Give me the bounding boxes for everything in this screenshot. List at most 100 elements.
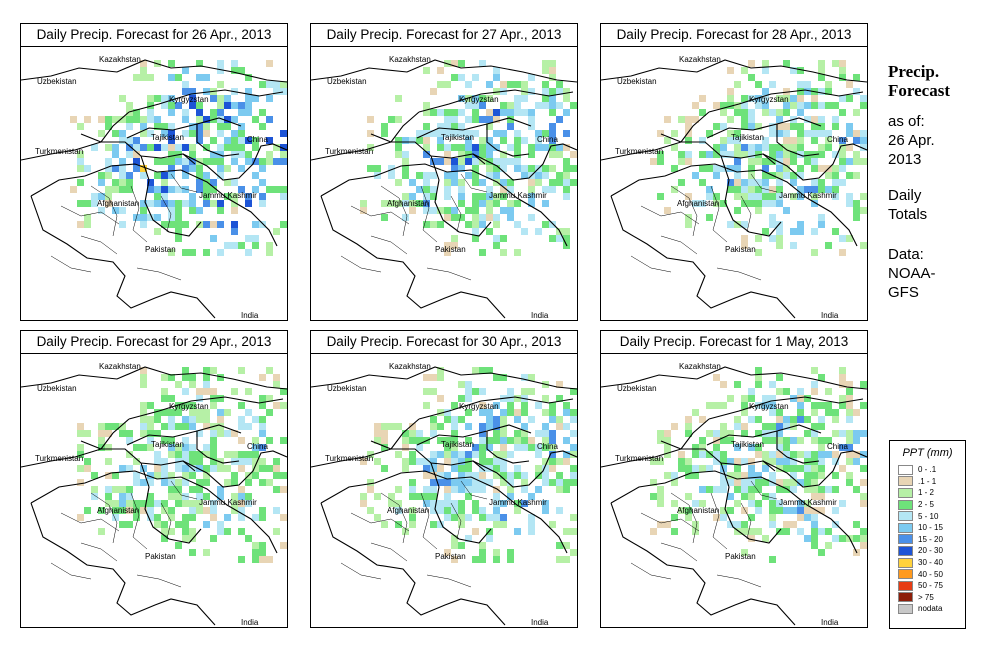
precip-cell (98, 507, 105, 514)
province-border (80, 542, 118, 562)
precip-cell (818, 402, 825, 409)
precip-cell (818, 123, 825, 130)
precip-cell (769, 200, 776, 207)
precip-cell (381, 123, 388, 130)
precip-cell (217, 486, 224, 493)
precip-cell (734, 151, 741, 158)
precip-cell (699, 109, 706, 116)
precip-cell (762, 493, 769, 500)
precip-cell (140, 465, 147, 472)
country-border (311, 59, 577, 83)
precip-cell (210, 402, 217, 409)
precip-cell (671, 423, 678, 430)
precip-cell (133, 514, 140, 521)
precip-cell (776, 374, 783, 381)
precip-cell (217, 521, 224, 528)
precip-cell (755, 249, 762, 256)
precip-cell (493, 493, 500, 500)
precip-cell (168, 109, 175, 116)
precip-cell (154, 458, 161, 465)
legend-row: 15 - 20 (898, 534, 965, 546)
legend-label: 2 - 5 (918, 500, 935, 510)
precip-cell (797, 123, 804, 130)
precip-cell (140, 130, 147, 137)
precip-cell (231, 493, 238, 500)
precip-cell (360, 200, 367, 207)
country-border (21, 59, 287, 83)
precip-cell (112, 151, 119, 158)
precip-cell (147, 130, 154, 137)
precip-cell (259, 507, 266, 514)
precip-cell (811, 388, 818, 395)
precip-cell (458, 514, 465, 521)
precip-cell (388, 172, 395, 179)
precip-cell (570, 179, 577, 186)
precip-cell (451, 60, 458, 67)
precip-cell (182, 437, 189, 444)
precip-cell (556, 486, 563, 493)
precip-cell (748, 172, 755, 179)
precip-cell (437, 465, 444, 472)
precip-cell (811, 430, 818, 437)
precip-cell (409, 507, 416, 514)
precip-cell (542, 430, 549, 437)
precip-cell (430, 465, 437, 472)
precip-cell (685, 123, 692, 130)
precip-cell (98, 130, 105, 137)
precip-cell (203, 479, 210, 486)
precip-cell (776, 423, 783, 430)
province-border (660, 235, 698, 255)
precip-cell (196, 500, 203, 507)
precip-cell (444, 444, 451, 451)
precip-cell (783, 507, 790, 514)
precip-cell (521, 437, 528, 444)
precip-cell (189, 514, 196, 521)
map-label-afghanistan: Afghanistan (97, 506, 139, 515)
precip-cell (402, 158, 409, 165)
precip-cell (507, 200, 514, 207)
precip-cell (734, 416, 741, 423)
precip-cell (692, 465, 699, 472)
precip-cell (161, 221, 168, 228)
precip-cell (671, 130, 678, 137)
precip-cell (280, 221, 287, 228)
precip-cell (217, 249, 224, 256)
precip-cell (444, 507, 451, 514)
precip-cell (451, 130, 458, 137)
precip-cell (727, 507, 734, 514)
precip-cell (755, 179, 762, 186)
precip-cell (762, 186, 769, 193)
map-label-china: China (247, 442, 268, 451)
precip-cell (549, 60, 556, 67)
precip-cell (203, 123, 210, 130)
legend-swatch (898, 487, 913, 498)
precip-cell (846, 458, 853, 465)
precip-cell (727, 88, 734, 95)
precip-cell (748, 151, 755, 158)
precip-cell (465, 486, 472, 493)
precip-cell (839, 395, 846, 402)
precip-cell (741, 200, 748, 207)
precip-cell (196, 416, 203, 423)
precip-cell (657, 493, 664, 500)
precip-cell (818, 74, 825, 81)
precip-cell (84, 200, 91, 207)
precip-cell (486, 437, 493, 444)
precip-cell (154, 228, 161, 235)
precip-cell (402, 444, 409, 451)
forecast-panel-2: Daily Precip. Forecast for 27 Apr., 2013… (310, 23, 578, 321)
precip-cell (273, 228, 280, 235)
precip-cell (126, 486, 133, 493)
precip-cell (147, 186, 154, 193)
precip-cell (790, 193, 797, 200)
precip-cell (472, 207, 479, 214)
precip-cell (273, 144, 280, 151)
precip-cell (252, 221, 259, 228)
forecast-panel-4: Daily Precip. Forecast for 29 Apr., 2013… (20, 330, 288, 628)
precip-cell (182, 367, 189, 374)
precip-cell (465, 144, 472, 151)
precip-cell (860, 381, 867, 388)
precip-cell (514, 444, 521, 451)
precip-cell (119, 507, 126, 514)
precip-cell (804, 500, 811, 507)
